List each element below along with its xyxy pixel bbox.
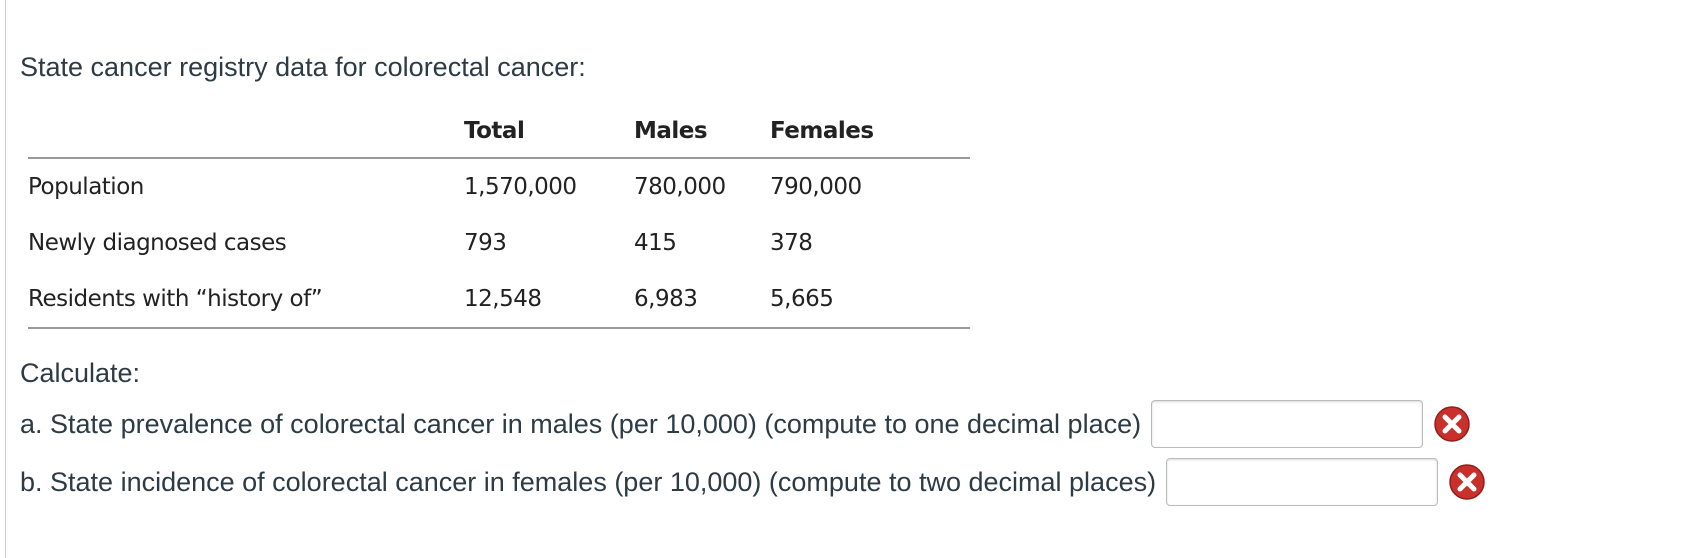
incorrect-icon — [1434, 406, 1470, 442]
table-cell: 790,000 — [770, 174, 862, 200]
answer-input[interactable] — [1166, 458, 1439, 506]
question: b. State incidence of colorectal cancer … — [20, 458, 1486, 506]
table-row: Newly diagnosed cases 793 415 378 — [28, 215, 970, 271]
calculate-label: Calculate: — [20, 358, 141, 388]
question-text: a. State prevalence of colorectal cancer… — [20, 408, 1142, 439]
question-text: b. State incidence of colorectal cancer … — [20, 466, 1157, 497]
answer-input[interactable] — [1151, 400, 1424, 448]
table-cell: 6,983 — [634, 286, 698, 312]
column-header: Females — [770, 118, 874, 144]
content-frame — [5, 0, 1695, 558]
row-label: Residents with “history of” — [28, 286, 323, 312]
table-row: Population 1,570,000 780,000 790,000 — [28, 159, 970, 215]
table-cell: 415 — [634, 230, 677, 256]
column-header: Total — [464, 118, 525, 144]
table-cell: 378 — [770, 230, 813, 256]
table-header: Total Males Females — [28, 105, 970, 159]
table-row: Residents with “history of” 12,548 6,983 5,… — [28, 271, 970, 329]
question: a. State prevalence of colorectal cancer… — [20, 400, 1471, 448]
table-cell: 793 — [464, 230, 507, 256]
table-cell: 5,665 — [770, 286, 834, 312]
intro-text: State cancer registry data for colorecta… — [20, 52, 586, 82]
data-table: Total Males Females Population 1,570,000 780,… — [28, 105, 970, 329]
column-header: Males — [634, 118, 708, 144]
table-cell: 12,548 — [464, 286, 542, 312]
table-cell: 1,570,000 — [464, 174, 577, 200]
row-label: Newly diagnosed cases — [28, 230, 287, 256]
incorrect-icon — [1449, 464, 1485, 500]
row-label: Population — [28, 174, 144, 200]
table-cell: 780,000 — [634, 174, 726, 200]
